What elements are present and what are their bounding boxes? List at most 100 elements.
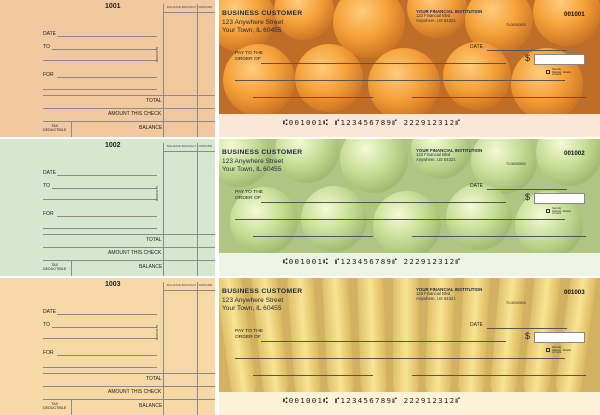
routing-fraction: 70-0000/0000 — [506, 23, 526, 27]
payee-line[interactable] — [261, 341, 506, 342]
stub-rule — [43, 95, 215, 96]
amount-this-check-label: AMOUNT THIS CHECK — [108, 250, 162, 256]
stub-for-label: FOR — [43, 211, 54, 217]
written-amount-line[interactable] — [235, 80, 565, 81]
date-label: DATE — [470, 183, 483, 189]
amount-box[interactable] — [534, 193, 585, 204]
check-stub: 1002 BALANCE BROUGHT FORWARD DATE TO FOR… — [0, 139, 215, 276]
amount-this-check-label: AMOUNT THIS CHECK — [108, 111, 162, 117]
stub-divider — [163, 282, 164, 415]
check-stub: 1003 BALANCE BROUGHT FORWARD DATE TO FOR… — [0, 278, 215, 415]
padlock-icon — [546, 209, 550, 213]
stub-number: 1001 — [105, 3, 121, 10]
payee-line[interactable] — [261, 202, 506, 203]
check-stub: 1001 BALANCE BROUGHT FORWARD DATE TO FOR… — [0, 0, 215, 137]
stub-for-label: FOR — [43, 350, 54, 356]
bank-address: YOUR FINANCIAL INSTITUTION 123 Financial… — [416, 148, 482, 162]
signature-line[interactable] — [412, 236, 586, 237]
stub-rule — [163, 151, 215, 152]
business-street: 123 Anywhere Street — [222, 157, 284, 165]
balance-brought-forward-label: BALANCE BROUGHT FORWARD — [167, 283, 213, 287]
stub-rule — [163, 290, 215, 291]
check-body: BUSINESS CUSTOMER 123 Anywhere Street Yo… — [219, 139, 600, 276]
dollar-sign: $ — [525, 53, 531, 63]
stub-for-line-2 — [43, 89, 157, 90]
bank-city: Anywhere, US 54321 — [416, 17, 456, 23]
check-number: 001001 — [564, 11, 585, 18]
business-city: Your Town, IL 60455 — [222, 27, 282, 34]
date-line[interactable] — [487, 189, 567, 190]
tax-deductible-label: TAX DEDUCTIBLE — [43, 263, 67, 271]
stub-divider — [197, 4, 198, 137]
bank-street: 123 Financial Blvd — [416, 291, 451, 297]
stub-rule — [43, 373, 215, 374]
memo-line[interactable] — [253, 375, 373, 376]
date-label: DATE — [470, 322, 483, 328]
amount-this-check-label: AMOUNT THIS CHECK — [108, 389, 162, 395]
stub-divider — [163, 143, 164, 276]
written-amount-line[interactable] — [235, 219, 565, 220]
stub-for-line — [57, 77, 157, 78]
micr-band — [219, 114, 600, 137]
check: 1003 BALANCE BROUGHT FORWARD DATE TO FOR… — [0, 278, 600, 415]
bank-address: YOUR FINANCIAL INSTITUTION 123 Financial… — [416, 9, 482, 23]
written-amount-line[interactable] — [235, 358, 565, 359]
stub-for-label: FOR — [43, 72, 54, 78]
bank-address: YOUR FINANCIAL INSTITUTION 123 Financial… — [416, 287, 483, 301]
check-number: 001003 — [564, 289, 585, 296]
micr-line: ⑆001001⑆ ⑈123456789⑈ 222912312⑈ — [283, 118, 462, 127]
payee-line[interactable] — [261, 63, 506, 64]
stub-divider — [163, 4, 164, 137]
oranges-background-image — [219, 0, 600, 114]
pay-to-label: PAY TO THE ORDER OF — [235, 51, 263, 62]
balance-label: BALANCE — [139, 403, 163, 409]
memo-line[interactable] — [253, 236, 373, 237]
stub-number: 1003 — [105, 281, 121, 288]
check-number: 001002 — [564, 150, 585, 157]
stub-for-line-2 — [43, 228, 157, 229]
balance-label: BALANCE — [139, 264, 163, 270]
stub-to-line-2 — [43, 199, 157, 200]
balance-label: BALANCE — [139, 125, 163, 131]
business-address: BUSINESS CUSTOMER 123 Anywhere Street Yo… — [222, 10, 303, 36]
check-body: BUSINESS CUSTOMER 123 Anywhere Street Yo… — [219, 0, 600, 137]
business-street: 123 Anywhere Street — [222, 18, 284, 26]
stub-to-line — [52, 327, 157, 328]
business-address: BUSINESS CUSTOMER 123 Anywhere Street Yo… — [222, 149, 303, 175]
tax-deductible-label: TAX DEDUCTIBLE — [43, 124, 67, 132]
total-label: TOTAL — [146, 98, 162, 104]
balance-brought-forward-label: BALANCE BROUGHT FORWARD — [167, 144, 213, 148]
date-label: DATE — [470, 44, 483, 50]
business-city: Your Town, IL 60455 — [222, 166, 282, 173]
micr-band — [219, 253, 600, 276]
padlock-icon — [546, 348, 550, 352]
bank-name: YOUR FINANCIAL INSTITUTION — [416, 287, 483, 292]
deposits-label: DEPOSITS — [155, 324, 159, 340]
stub-divider — [71, 399, 72, 415]
padlock-icon — [546, 70, 550, 74]
date-line[interactable] — [487, 50, 567, 51]
business-name: BUSINESS CUSTOMER — [222, 149, 303, 156]
security-note: Security features. Details on back. — [552, 207, 571, 216]
deposits-label: DEPOSITS — [155, 46, 159, 62]
security-note: Security features. Details on back. — [552, 346, 571, 355]
bank-street: 123 Financial Blvd — [416, 13, 451, 19]
signature-line[interactable] — [412, 375, 586, 376]
stub-date-line — [57, 36, 157, 37]
signature-line[interactable] — [412, 97, 586, 98]
amount-box[interactable] — [534, 54, 585, 65]
memo-line[interactable] — [253, 97, 373, 98]
security-note: Security features. Details on back. — [552, 68, 571, 77]
check-body: BUSINESS CUSTOMER 123 Anywhere Street Yo… — [219, 278, 600, 415]
amount-box[interactable] — [534, 332, 585, 343]
bank-city: Anywhere, US 54321 — [416, 295, 456, 301]
stub-to-line — [52, 49, 157, 50]
date-line[interactable] — [487, 328, 567, 329]
stub-for-line — [57, 216, 157, 217]
stub-rule — [43, 108, 215, 109]
stub-to-line — [52, 188, 157, 189]
bananas-background-image — [219, 278, 600, 392]
balance-brought-forward-label: BALANCE BROUGHT FORWARD — [167, 5, 213, 9]
stub-date-line — [57, 314, 157, 315]
